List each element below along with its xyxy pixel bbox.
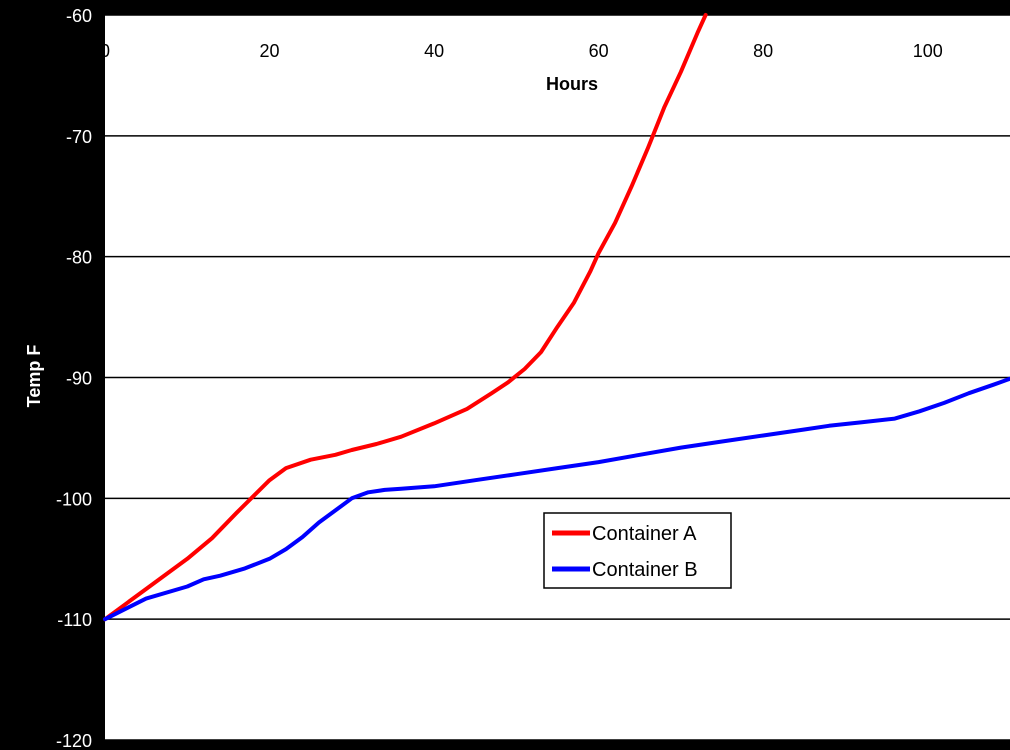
series-line-container-a	[103, 13, 708, 622]
x-tick-label: 20	[260, 41, 280, 61]
legend-label-container-b: Container B	[592, 559, 698, 581]
x-tick-label: 0	[100, 41, 110, 61]
y-tick-label: -120	[56, 731, 92, 750]
y-tick-label: -90	[66, 369, 92, 389]
x-tick-labels: 0 20 40 60 80 100	[100, 41, 943, 61]
x-tick-label: 40	[424, 41, 444, 61]
series-lines	[103, 13, 1010, 622]
series-line-container-b	[103, 376, 1010, 622]
x-tick-label: 80	[753, 41, 773, 61]
x-tick-label: 60	[589, 41, 609, 61]
grid-lines	[105, 14, 1010, 741]
x-axis-title: Hours	[546, 74, 598, 94]
x-tick-label: 100	[913, 41, 943, 61]
legend-box	[543, 512, 732, 589]
legend-label-container-a: Container A	[592, 523, 697, 545]
y-axis-title: Temp F	[24, 345, 44, 408]
y-tick-label: -100	[56, 489, 92, 509]
legend: Container A Container B	[543, 512, 732, 589]
y-tick-label: -110	[57, 610, 92, 630]
y-tick-label: -60	[66, 6, 92, 26]
y-tick-label: -70	[66, 127, 92, 147]
y-tick-labels: -60 -70 -80 -90 -100 -110 -120	[56, 6, 92, 750]
y-tick-label: -80	[66, 248, 92, 268]
